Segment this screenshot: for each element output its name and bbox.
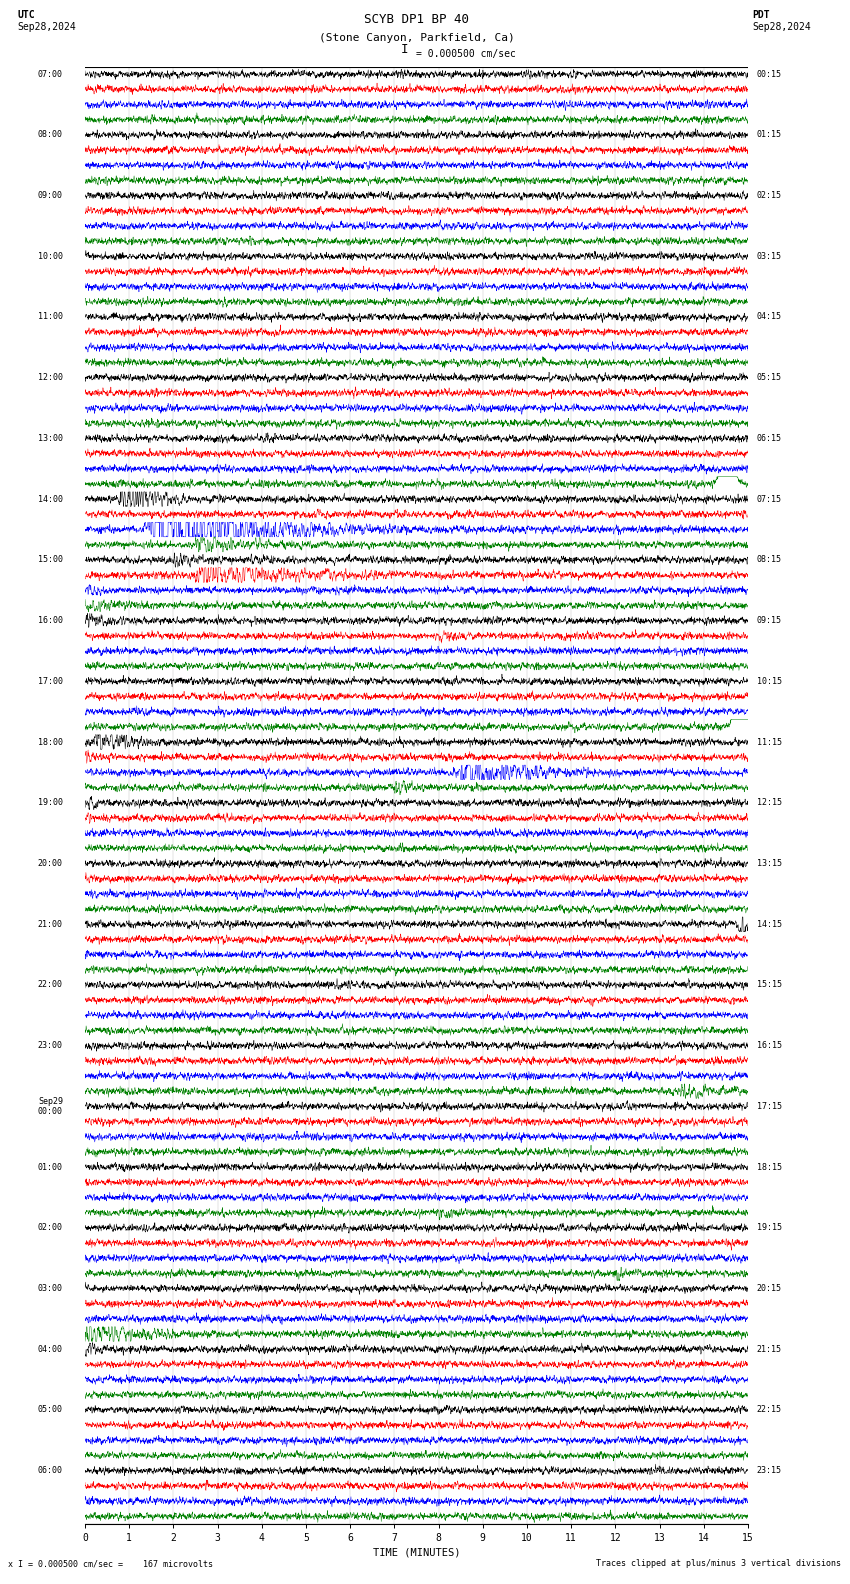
Text: 22:00: 22:00 [38, 980, 63, 990]
Text: 13:00: 13:00 [38, 434, 63, 444]
Text: 19:00: 19:00 [38, 798, 63, 808]
Text: 22:15: 22:15 [756, 1405, 782, 1415]
Text: 14:00: 14:00 [38, 494, 63, 504]
Text: x I = 0.000500 cm/sec =    167 microvolts: x I = 0.000500 cm/sec = 167 microvolts [8, 1559, 213, 1568]
Text: 02:00: 02:00 [38, 1223, 63, 1232]
Text: 09:15: 09:15 [756, 616, 782, 626]
Text: 08:00: 08:00 [38, 130, 63, 139]
Text: PDT: PDT [752, 10, 770, 19]
Text: 08:15: 08:15 [756, 556, 782, 564]
Text: 04:00: 04:00 [38, 1345, 63, 1354]
Text: 04:15: 04:15 [756, 312, 782, 322]
Text: 20:00: 20:00 [38, 859, 63, 868]
Text: 18:00: 18:00 [38, 738, 63, 746]
Text: 15:15: 15:15 [756, 980, 782, 990]
Text: (Stone Canyon, Parkfield, Ca): (Stone Canyon, Parkfield, Ca) [319, 33, 514, 43]
Text: 12:00: 12:00 [38, 374, 63, 382]
Text: 15:00: 15:00 [38, 556, 63, 564]
Text: 01:15: 01:15 [756, 130, 782, 139]
Text: 17:15: 17:15 [756, 1102, 782, 1110]
Text: 23:15: 23:15 [756, 1467, 782, 1475]
Text: Sep28,2024: Sep28,2024 [17, 22, 76, 32]
Text: 20:15: 20:15 [756, 1285, 782, 1293]
Text: 03:15: 03:15 [756, 252, 782, 261]
Text: 03:00: 03:00 [38, 1285, 63, 1293]
Text: Traces clipped at plus/minus 3 vertical divisions: Traces clipped at plus/minus 3 vertical … [597, 1559, 842, 1568]
Text: 00:15: 00:15 [756, 70, 782, 79]
Text: I: I [400, 43, 408, 55]
Text: 09:00: 09:00 [38, 192, 63, 200]
Text: 06:00: 06:00 [38, 1467, 63, 1475]
Text: SCYB DP1 BP 40: SCYB DP1 BP 40 [364, 13, 469, 25]
Text: = 0.000500 cm/sec: = 0.000500 cm/sec [416, 49, 516, 59]
Text: 13:15: 13:15 [756, 859, 782, 868]
Text: 23:00: 23:00 [38, 1041, 63, 1050]
Text: 06:15: 06:15 [756, 434, 782, 444]
Text: 12:15: 12:15 [756, 798, 782, 808]
Text: 16:00: 16:00 [38, 616, 63, 626]
Text: 19:15: 19:15 [756, 1223, 782, 1232]
Text: Sep28,2024: Sep28,2024 [752, 22, 811, 32]
Text: 07:00: 07:00 [38, 70, 63, 79]
Text: 18:15: 18:15 [756, 1163, 782, 1172]
Text: 05:00: 05:00 [38, 1405, 63, 1415]
Text: 10:00: 10:00 [38, 252, 63, 261]
Text: 21:00: 21:00 [38, 920, 63, 928]
Text: 17:00: 17:00 [38, 676, 63, 686]
Text: 11:00: 11:00 [38, 312, 63, 322]
Text: 07:15: 07:15 [756, 494, 782, 504]
X-axis label: TIME (MINUTES): TIME (MINUTES) [373, 1548, 460, 1557]
Text: 14:15: 14:15 [756, 920, 782, 928]
Text: UTC: UTC [17, 10, 35, 19]
Text: 16:15: 16:15 [756, 1041, 782, 1050]
Text: 10:15: 10:15 [756, 676, 782, 686]
Text: 05:15: 05:15 [756, 374, 782, 382]
Text: 01:00: 01:00 [38, 1163, 63, 1172]
Text: Sep29
00:00: Sep29 00:00 [38, 1096, 63, 1117]
Text: 11:15: 11:15 [756, 738, 782, 746]
Text: 02:15: 02:15 [756, 192, 782, 200]
Text: 21:15: 21:15 [756, 1345, 782, 1354]
